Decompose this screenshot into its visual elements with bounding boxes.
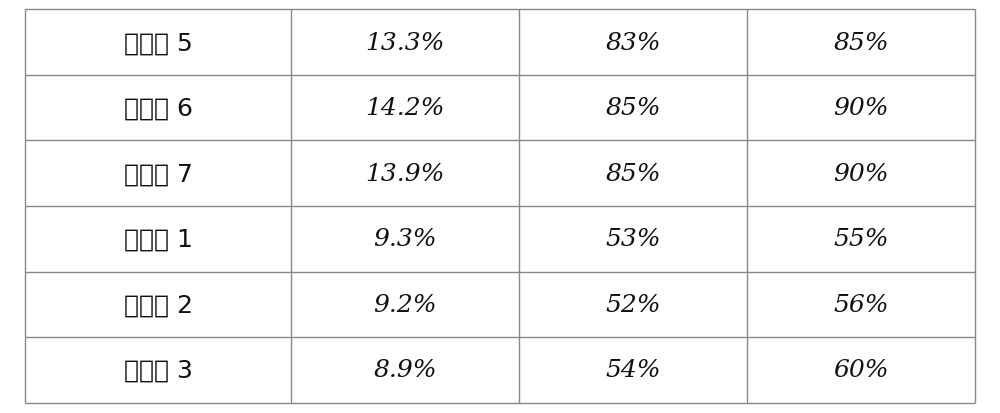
- Text: 53%: 53%: [605, 228, 661, 251]
- Text: 60%: 60%: [833, 358, 889, 382]
- Text: 55%: 55%: [833, 228, 889, 251]
- Text: 实施例 5: 实施例 5: [124, 31, 192, 55]
- Text: 对比例 3: 对比例 3: [124, 358, 192, 382]
- Text: 90%: 90%: [833, 162, 889, 185]
- Text: 14.2%: 14.2%: [365, 97, 445, 120]
- Text: 实施例 7: 实施例 7: [124, 162, 192, 186]
- Text: 8.9%: 8.9%: [373, 358, 437, 382]
- Text: 13.9%: 13.9%: [365, 162, 445, 185]
- Text: 85%: 85%: [833, 31, 889, 55]
- Text: 9.2%: 9.2%: [373, 293, 437, 316]
- Text: 实施例 6: 实施例 6: [124, 97, 193, 120]
- Text: 54%: 54%: [605, 358, 661, 382]
- Text: 85%: 85%: [605, 97, 661, 120]
- Text: 52%: 52%: [605, 293, 661, 316]
- Text: 83%: 83%: [605, 31, 661, 55]
- Text: 13.3%: 13.3%: [365, 31, 445, 55]
- Text: 85%: 85%: [605, 162, 661, 185]
- Text: 对比例 1: 对比例 1: [124, 227, 192, 251]
- Text: 9.3%: 9.3%: [373, 228, 437, 251]
- Text: 对比例 2: 对比例 2: [124, 293, 193, 316]
- Text: 56%: 56%: [833, 293, 889, 316]
- Text: 90%: 90%: [833, 97, 889, 120]
